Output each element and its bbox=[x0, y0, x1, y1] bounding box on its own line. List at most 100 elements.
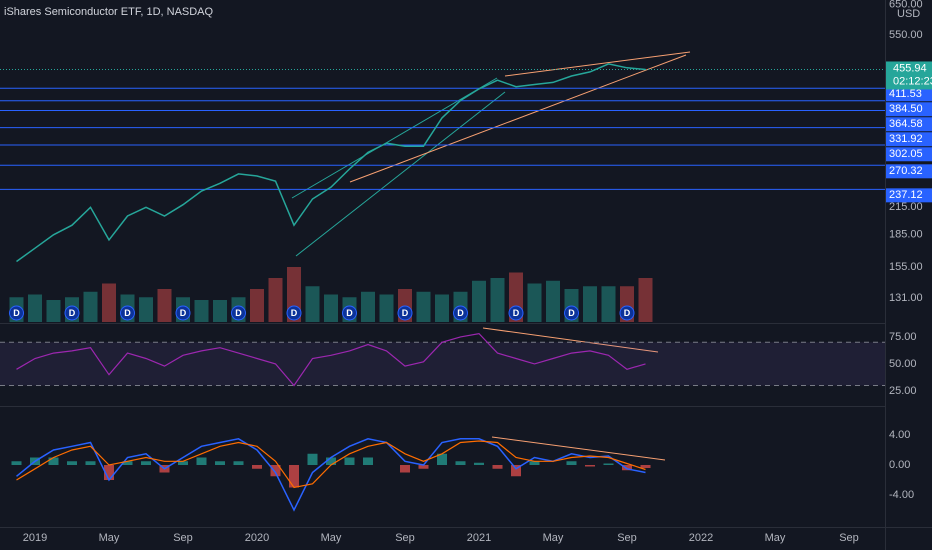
dividend-label: D bbox=[13, 308, 20, 318]
volume-bar bbox=[157, 289, 172, 322]
level-label-box bbox=[886, 188, 932, 203]
histogram-bar bbox=[48, 457, 59, 465]
dividend-label: D bbox=[568, 308, 575, 318]
rsi-band bbox=[0, 342, 885, 386]
dividend-marker bbox=[120, 305, 135, 321]
volume-bar bbox=[472, 280, 486, 322]
histogram-bar bbox=[529, 461, 540, 465]
price-line bbox=[16, 63, 646, 263]
level-label-box bbox=[886, 164, 932, 179]
x-tick-label: 2020 bbox=[245, 532, 269, 544]
y-tick-label: 50.00 bbox=[889, 358, 917, 370]
dividend-label: D bbox=[513, 308, 520, 318]
volume-bar bbox=[638, 278, 653, 322]
level-label-box bbox=[886, 117, 932, 132]
histogram-bar bbox=[603, 463, 614, 465]
histogram-bar bbox=[307, 453, 318, 465]
x-tick-label: May bbox=[765, 532, 786, 544]
histogram-bar bbox=[178, 461, 188, 465]
x-tick-label: Sep bbox=[173, 532, 193, 544]
level-label-box bbox=[886, 147, 932, 162]
volume-bar bbox=[83, 291, 98, 322]
volume-bar bbox=[416, 291, 431, 322]
y-tick-label: 215.00 bbox=[889, 201, 923, 213]
histogram-bar bbox=[511, 465, 521, 477]
dividend-marker bbox=[564, 305, 579, 321]
level-label: 302.05 bbox=[889, 148, 923, 160]
dividend-marker bbox=[508, 305, 524, 321]
dividend-marker bbox=[9, 305, 24, 321]
dividend-label: D bbox=[69, 308, 76, 318]
histogram-bar bbox=[141, 461, 151, 465]
volume-bar bbox=[435, 294, 449, 322]
histogram-bar bbox=[363, 457, 373, 465]
dividend-marker bbox=[231, 305, 246, 321]
histogram-bar bbox=[289, 465, 299, 488]
histogram-bar bbox=[474, 462, 484, 465]
drawings bbox=[291, 51, 691, 461]
signal-line bbox=[16, 440, 646, 489]
dividend-label: D bbox=[124, 308, 131, 318]
histogram-bar bbox=[326, 457, 336, 465]
volume-bar bbox=[194, 300, 209, 322]
histogram-bar bbox=[233, 461, 244, 465]
histogram-bar bbox=[252, 465, 262, 469]
macd-trend-line bbox=[491, 436, 666, 461]
histogram-bar bbox=[418, 465, 429, 469]
histogram-bar bbox=[492, 465, 503, 469]
x-tick-label: 2019 bbox=[23, 532, 47, 544]
volume-bar bbox=[361, 291, 375, 322]
countdown-label: 02:12:23 bbox=[893, 75, 932, 87]
y-tick-label: 0.00 bbox=[889, 459, 910, 471]
wedge-line bbox=[349, 54, 687, 183]
level-label-box bbox=[886, 87, 932, 102]
x-tick-label: May bbox=[99, 532, 120, 544]
dividend-marker bbox=[397, 305, 413, 321]
level-label: 384.50 bbox=[889, 103, 923, 115]
volume-bar bbox=[213, 300, 227, 322]
chart-title: iShares Semiconductor ETF, 1D, NASDAQ bbox=[4, 6, 214, 18]
macd-line bbox=[16, 438, 646, 512]
dividend-label: D bbox=[235, 308, 242, 318]
x-tick-label: 2021 bbox=[467, 532, 491, 544]
x-tick-label: Sep bbox=[395, 532, 415, 544]
x-tick-label: May bbox=[321, 532, 342, 544]
wedge-line bbox=[504, 51, 691, 77]
volume-bar bbox=[305, 286, 320, 322]
volume-bar bbox=[527, 283, 542, 322]
y-tick-label: 550.00 bbox=[889, 29, 923, 41]
volume-bar bbox=[324, 294, 338, 322]
y-tick-label: 650.00 bbox=[889, 0, 923, 10]
channel-line bbox=[291, 77, 498, 199]
volume-bar bbox=[546, 280, 560, 322]
dividend-label: D bbox=[402, 308, 409, 318]
histogram-bar bbox=[196, 457, 207, 465]
last-price-label: 455.94 bbox=[893, 62, 927, 74]
level-label: 331.92 bbox=[889, 133, 923, 145]
dividend-label: D bbox=[624, 308, 631, 318]
level-label: 364.58 bbox=[889, 118, 923, 130]
level-label-box bbox=[886, 102, 932, 117]
histogram-bar bbox=[400, 465, 410, 473]
volume-bar bbox=[601, 286, 616, 322]
dividend-marker bbox=[342, 305, 357, 321]
dividend-marker bbox=[286, 305, 302, 321]
volume-bar bbox=[583, 286, 597, 322]
volume-bar bbox=[379, 294, 394, 322]
dividend-marker bbox=[175, 305, 191, 321]
dividend-marker bbox=[64, 305, 80, 321]
dividend-marker bbox=[619, 305, 635, 321]
level-label-box bbox=[886, 132, 932, 147]
x-tick-label: May bbox=[543, 532, 564, 544]
histogram-bar bbox=[566, 461, 577, 465]
histogram-bar bbox=[104, 465, 114, 480]
histogram-bar bbox=[622, 465, 632, 471]
volume-bar bbox=[28, 294, 42, 322]
level-label: 411.53 bbox=[889, 88, 922, 100]
y-tick-label: 155.00 bbox=[889, 261, 923, 273]
histogram-bar bbox=[122, 461, 133, 465]
rsi-trend-line bbox=[482, 327, 659, 353]
rsi-line bbox=[16, 332, 646, 387]
